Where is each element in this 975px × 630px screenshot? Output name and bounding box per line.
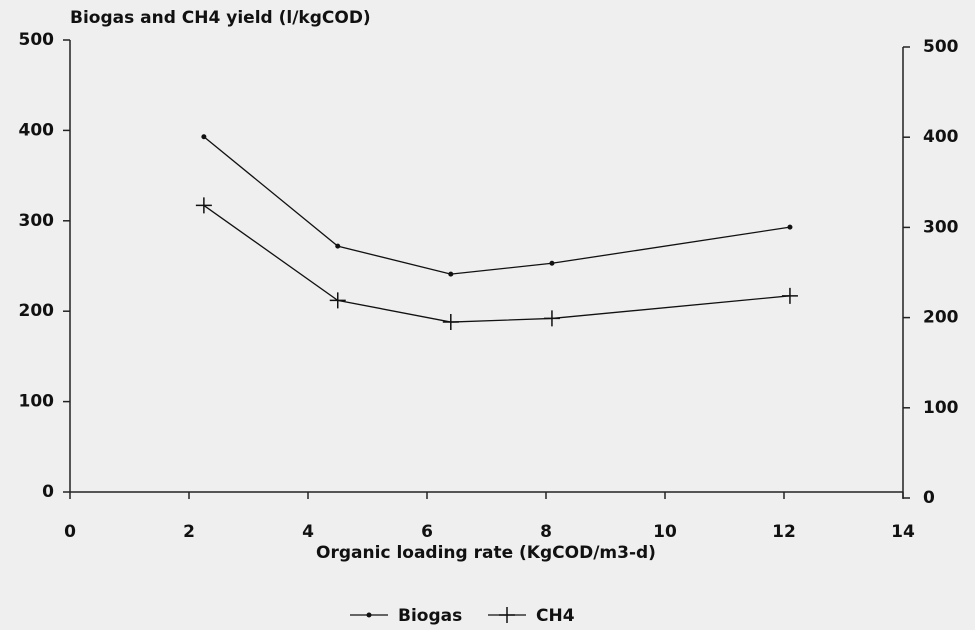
x-tick-label: 12: [772, 522, 796, 542]
legend-label: Biogas: [398, 606, 462, 626]
y-tick-label: 100: [19, 392, 55, 412]
plus-marker: [781, 287, 798, 304]
legend-label: CH4: [536, 606, 575, 626]
dot-marker: [787, 224, 793, 230]
y-tick-label: 200: [19, 301, 55, 321]
dot-marker: [448, 271, 454, 277]
plus-marker: [195, 197, 212, 214]
dot-marker: [549, 260, 555, 266]
plus-marker: [329, 292, 346, 309]
y-tick-label: 500: [19, 30, 55, 50]
x-tick-label: 10: [653, 522, 677, 542]
x-tick-label: 2: [183, 522, 195, 542]
x-tick-label: 14: [891, 522, 915, 542]
x-tick-label: 4: [302, 522, 314, 542]
x-tick-label: 0: [64, 522, 76, 542]
dot-marker: [366, 612, 372, 618]
plus-marker: [543, 310, 560, 327]
dot-marker: [335, 243, 341, 249]
y2-tick-label: 200: [923, 308, 959, 328]
y2-tick-label: 100: [923, 398, 959, 418]
y-tick-label: 300: [19, 211, 55, 231]
y2-tick-label: 500: [923, 37, 959, 57]
y-tick-label: 0: [42, 482, 54, 502]
x-axis-label: Organic loading rate (KgCOD/m3-d): [316, 543, 656, 563]
plus-marker: [499, 607, 515, 623]
dot-marker: [201, 134, 207, 140]
y2-tick-label: 300: [923, 217, 959, 237]
y-tick-label: 400: [19, 120, 55, 140]
plus-marker: [442, 314, 459, 331]
y2-tick-label: 0: [923, 488, 935, 508]
chart-title: Biogas and CH4 yield (l/kgCOD): [70, 8, 371, 28]
x-tick-label: 6: [421, 522, 433, 542]
y2-tick-label: 400: [923, 127, 959, 147]
x-tick-label: 8: [540, 522, 552, 542]
